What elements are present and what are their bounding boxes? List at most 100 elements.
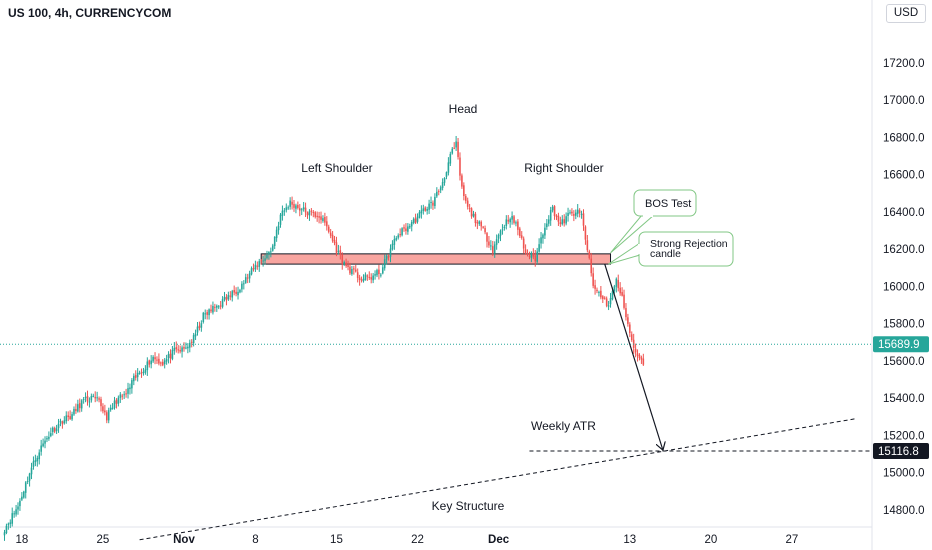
chart-axes [0,0,873,550]
candle [239,288,241,294]
candle [532,248,535,260]
candle [96,391,98,402]
y-axis-ticks: 17200.0 17000.0 16800.0 16600.0 16400.0 16200… [873,58,929,517]
y-tick-label: 17000.0 [883,95,925,107]
candle [198,321,201,331]
candle [493,241,496,258]
candle [437,189,440,196]
candle [277,221,280,235]
candle [63,416,66,425]
candle [158,353,160,366]
candle [603,296,606,300]
candle [90,393,93,403]
candle [53,426,56,434]
y-tick-label: 17200.0 [883,58,925,70]
candle [271,243,274,252]
candle [229,291,232,301]
candle [627,313,629,327]
candle [326,216,328,231]
candle [389,244,392,263]
candle [517,219,519,236]
candle [327,224,330,234]
y-tick-label: 16800.0 [883,132,925,144]
candle [520,231,523,240]
candle [78,398,81,413]
candle [75,403,77,414]
callout-bos-test-text: BOS Test [645,198,691,210]
candle [561,215,564,226]
trendline-layer [139,418,856,541]
candle [125,388,127,398]
candle [559,216,562,227]
candle [225,294,228,306]
candle [565,212,567,226]
candle [329,228,332,239]
candle [310,208,313,216]
candle [129,383,131,395]
x-tick-label: Nov [173,534,195,546]
candle [300,207,303,216]
candle [140,368,143,378]
candle [302,201,305,212]
candle [237,286,239,300]
candle [586,234,589,253]
candle [7,522,10,530]
x-tick-label: Dec [488,534,510,546]
candle [248,270,251,283]
candle [3,529,6,541]
candle [268,251,270,260]
candle [466,197,469,210]
candle [104,404,106,416]
candle [511,211,513,225]
candle [513,215,515,225]
candle [549,206,552,226]
candle [34,454,37,467]
candle [202,311,205,324]
candle [65,411,68,424]
candle [94,391,97,403]
candle [88,397,91,408]
candle [486,231,488,248]
x-tick-label: 13 [623,534,636,546]
candle [188,339,191,353]
candle [13,510,15,518]
candle [636,349,639,362]
candle [117,395,120,407]
annotation-head: Head [449,102,478,116]
x-axis-ticks: 18 25 Nov 8 15 22 Dec 13 20 27 [15,534,798,546]
currency-button[interactable]: USD [886,4,926,23]
candle [592,267,594,289]
candle [422,204,425,215]
candle [528,251,531,260]
candle [270,247,272,258]
candle [136,368,139,382]
candle [345,258,347,268]
candle [503,224,506,231]
x-tick-label: 22 [411,534,424,546]
candle [598,290,600,297]
candle [578,208,581,218]
annotation-right-shoulder: Right Shoulder [524,161,603,175]
candle [233,285,235,296]
candle [204,309,207,320]
candle [441,178,444,191]
candle [138,370,141,375]
candle [231,289,234,302]
candle [273,236,276,250]
candle [590,252,593,277]
candle [113,396,116,410]
candle [619,282,621,296]
candle [163,358,166,369]
candle [536,247,538,265]
candle [46,435,48,443]
candle [109,404,112,412]
candle [190,339,193,348]
candle [424,206,427,212]
candle [21,492,23,502]
candle [534,249,537,267]
candle [331,231,334,243]
candle [403,224,405,232]
candle [557,212,560,226]
candle [409,223,411,229]
